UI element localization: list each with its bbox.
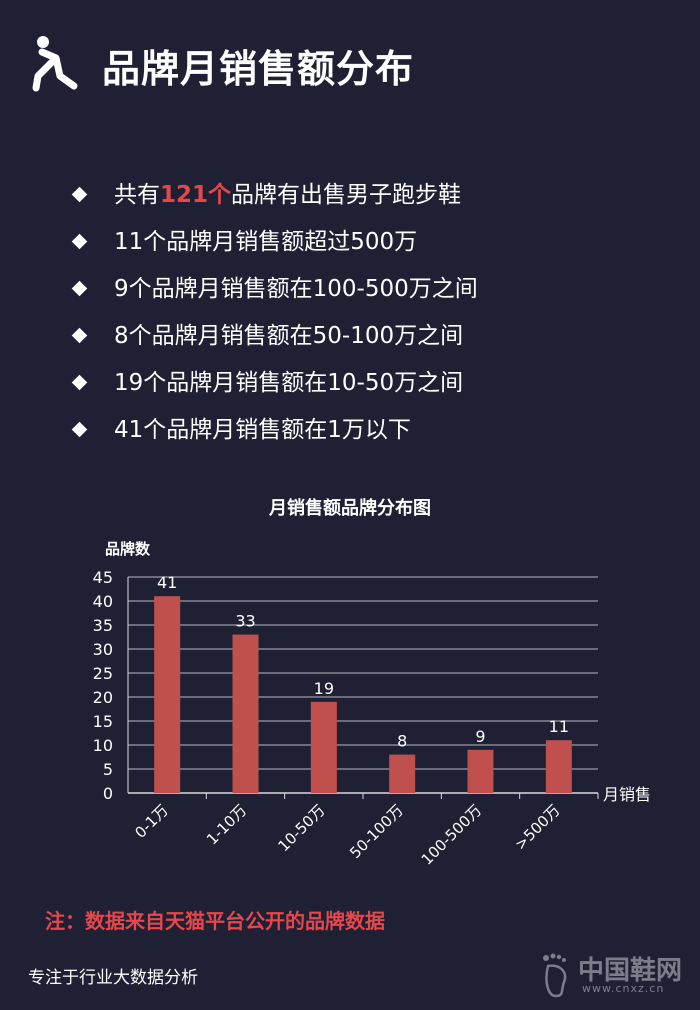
bar (310, 701, 337, 793)
y-tick-label: 25 (93, 664, 113, 683)
bar (545, 740, 572, 793)
data-label: 11 (549, 717, 569, 736)
list-item: 19个品牌月销售额在10-50万之间 (70, 360, 670, 407)
list-item-text: 9个品牌月销售额在100-500万之间 (114, 276, 478, 302)
x-tick-label: 0-1万 (131, 801, 172, 842)
bar (232, 634, 259, 793)
footer-tagline: 专注于行业大数据分析 (28, 968, 198, 988)
list-item: 11个品牌月销售额超过500万 (70, 219, 670, 266)
y-axis-label: 品牌数 (105, 540, 151, 558)
bar (467, 749, 494, 793)
diamond-bullet-icon (71, 280, 88, 297)
list-item: 9个品牌月销售额在100-500万之间 (70, 266, 670, 313)
y-tick-label: 35 (93, 616, 113, 635)
data-source-note: 注：数据来自天猫平台公开的品牌数据 (45, 909, 385, 933)
y-tick-label: 5 (103, 760, 113, 779)
x-tick-label: 50-100万 (346, 801, 407, 862)
x-tick-label: 10-50万 (275, 801, 329, 855)
list-item: 8个品牌月销售额在50-100万之间 (70, 313, 670, 360)
y-tick-label: 45 (93, 568, 113, 587)
data-label: 33 (235, 612, 255, 631)
watermark-name: 中国鞋网 (578, 956, 683, 986)
list-item-text: 19个品牌月销售额在10-50万之间 (114, 370, 464, 396)
list-item-text: 共有121个品牌有出售男子跑步鞋 (114, 182, 462, 208)
chart-title: 月销售额品牌分布图 (268, 497, 431, 519)
list-item-text: 8个品牌月销售额在50-100万之间 (114, 323, 464, 349)
list-item-text: 41个品牌月销售额在1万以下 (114, 417, 411, 443)
highlight-count: 121个 (160, 182, 232, 208)
diamond-bullet-icon (71, 186, 88, 203)
data-label: 41 (157, 573, 177, 592)
watermark: 中国鞋网 www.cnxz.cn (536, 948, 686, 1003)
list-item: 共有121个品牌有出售男子跑步鞋 (70, 172, 670, 219)
runner-icon (32, 36, 78, 92)
diamond-bullet-icon (71, 327, 88, 344)
diamond-bullet-icon (71, 374, 88, 391)
header: 品牌月销售额分布 (30, 30, 670, 100)
page-title: 品牌月销售额分布 (102, 47, 415, 91)
data-label: 19 (314, 679, 334, 698)
x-tick-label: 1-10万 (203, 801, 250, 848)
diamond-bullet-icon (71, 421, 88, 438)
summary-list: 共有121个品牌有出售男子跑步鞋 11个品牌月销售额超过500万 9个品牌月销售… (70, 172, 670, 454)
y-tick-label: 10 (93, 736, 113, 755)
data-label: 9 (475, 727, 485, 746)
watermark-url: www.cnxz.cn (582, 982, 665, 995)
list-item: 41个品牌月销售额在1万以下 (70, 407, 670, 454)
x-tick-label: 100-500万 (418, 801, 486, 869)
footprint-icon (543, 953, 567, 998)
x-tick-label: >500万 (511, 801, 563, 853)
list-item-text: 11个品牌月销售额超过500万 (114, 229, 418, 255)
diamond-bullet-icon (71, 233, 88, 250)
y-tick-label: 20 (93, 688, 113, 707)
y-tick-label: 30 (93, 640, 113, 659)
y-tick-label: 15 (93, 712, 113, 731)
x-axis-label: 月销售 (603, 785, 651, 804)
bar (154, 596, 181, 793)
y-tick-label: 40 (93, 592, 113, 611)
y-tick-label: 0 (103, 784, 113, 803)
bar (389, 754, 416, 793)
data-label: 8 (397, 732, 407, 751)
